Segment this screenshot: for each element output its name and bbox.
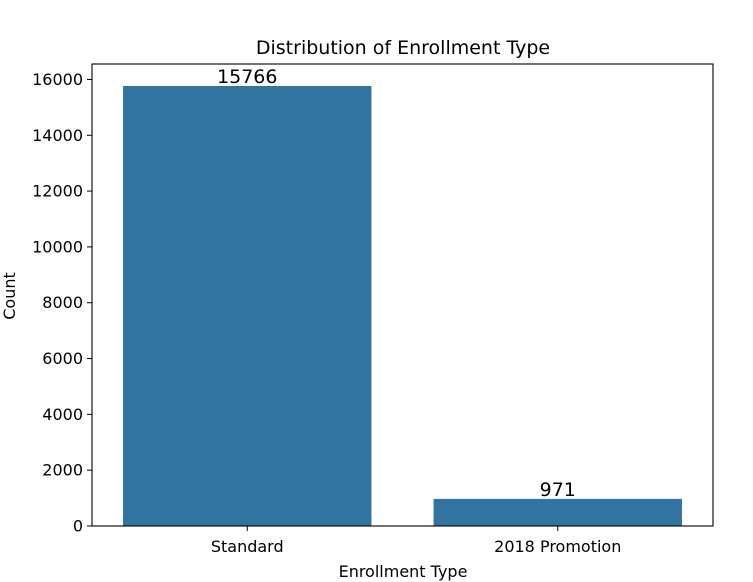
x-axis-ticks: Standard 2018 Promotion [211,526,621,556]
chart-title: Distribution of Enrollment Type [256,37,550,59]
bar-standard [123,85,372,526]
y-tick-label: 6000 [42,349,83,368]
plot-frame [91,63,714,527]
y-tick-label: 4000 [42,405,83,424]
y-axis-label: Count [0,272,19,320]
x-tick-label: Standard [211,537,284,556]
y-axis-ticks: 0 2000 4000 6000 8000 10000 12000 14000 16000 [32,70,92,536]
bar-2018-promotion [433,498,682,526]
y-tick-label: 16000 [32,70,83,89]
y-tick-label: 14000 [32,126,83,145]
y-tick-label: 2000 [42,461,83,480]
data-label: 15766 [217,66,277,88]
y-tick-label: 10000 [32,237,83,256]
y-tick-label: 8000 [42,293,83,312]
x-axis-label: Enrollment Type [339,562,468,581]
y-tick-label: 12000 [32,182,83,201]
bars-layer: 15766 971 [123,66,682,526]
data-label: 971 [540,479,576,501]
y-tick-label: 0 [73,517,83,536]
x-tick-label: 2018 Promotion [494,537,621,556]
